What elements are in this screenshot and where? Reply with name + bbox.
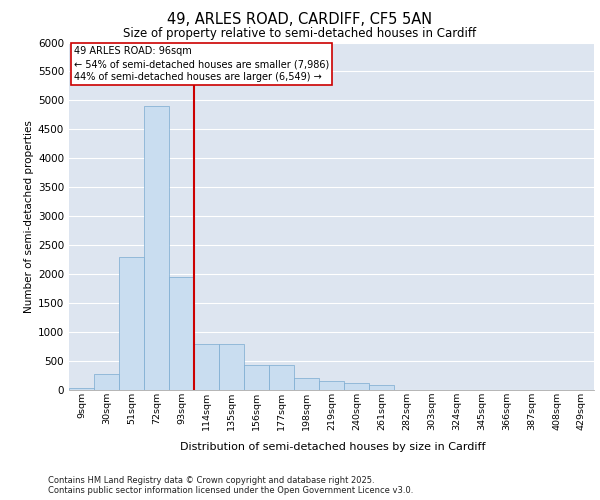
Text: 49, ARLES ROAD, CARDIFF, CF5 5AN: 49, ARLES ROAD, CARDIFF, CF5 5AN: [167, 12, 433, 28]
Bar: [244, 365, 269, 390]
Bar: [294, 378, 319, 390]
Bar: [94, 374, 119, 390]
Bar: [344, 383, 369, 390]
Text: 49 ARLES ROAD: 96sqm
← 54% of semi-detached houses are smaller (7,986)
44% of se: 49 ARLES ROAD: 96sqm ← 54% of semi-detac…: [74, 46, 329, 82]
Bar: [219, 344, 244, 390]
Y-axis label: Number of semi-detached properties: Number of semi-detached properties: [24, 120, 34, 312]
Bar: [144, 106, 169, 390]
Bar: [269, 365, 294, 390]
Bar: [319, 382, 344, 390]
Bar: [194, 344, 219, 390]
Bar: [369, 386, 394, 390]
Bar: [119, 257, 144, 390]
Text: Size of property relative to semi-detached houses in Cardiff: Size of property relative to semi-detach…: [124, 28, 476, 40]
Text: Contains public sector information licensed under the Open Government Licence v3: Contains public sector information licen…: [48, 486, 413, 495]
Bar: [169, 277, 194, 390]
Text: Distribution of semi-detached houses by size in Cardiff: Distribution of semi-detached houses by …: [180, 442, 486, 452]
Bar: [69, 388, 94, 390]
Text: Contains HM Land Registry data © Crown copyright and database right 2025.: Contains HM Land Registry data © Crown c…: [48, 476, 374, 485]
